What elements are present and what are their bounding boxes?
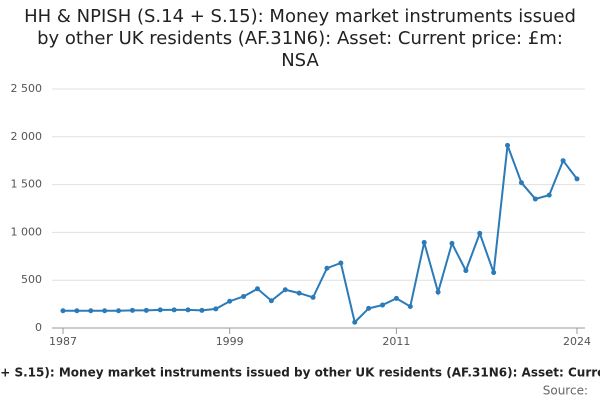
footer-title: HH & NPISH (S.14 + S.15): Money market i… bbox=[0, 366, 600, 380]
point bbox=[407, 303, 413, 309]
point bbox=[324, 265, 330, 271]
point bbox=[366, 305, 372, 311]
point bbox=[352, 319, 358, 325]
point bbox=[491, 270, 497, 276]
x-tick-label: 2024 bbox=[563, 335, 591, 348]
point bbox=[393, 295, 399, 301]
point bbox=[102, 308, 108, 314]
x-tick-label: 1999 bbox=[216, 335, 244, 348]
point bbox=[213, 306, 219, 312]
point bbox=[74, 308, 80, 314]
point bbox=[505, 142, 511, 148]
y-tick-label: 1 000 bbox=[11, 225, 43, 238]
y-tick-label: 1 500 bbox=[11, 178, 43, 191]
point bbox=[449, 240, 455, 246]
point bbox=[254, 286, 260, 292]
point bbox=[60, 308, 66, 314]
series-line bbox=[63, 145, 578, 325]
point bbox=[560, 158, 566, 164]
point bbox=[435, 289, 441, 295]
source-label: Source: bbox=[543, 384, 588, 398]
y-tick-label: 2 000 bbox=[11, 130, 43, 143]
point bbox=[171, 307, 177, 313]
point bbox=[282, 287, 288, 293]
point bbox=[157, 307, 163, 313]
point bbox=[88, 308, 94, 314]
point bbox=[574, 176, 580, 182]
point bbox=[477, 230, 483, 236]
x-tick-label: 1987 bbox=[49, 335, 77, 348]
point bbox=[199, 307, 205, 313]
point bbox=[116, 308, 122, 314]
point bbox=[241, 293, 247, 299]
point bbox=[532, 196, 538, 202]
x-tick-label: 2011 bbox=[382, 335, 410, 348]
point bbox=[129, 307, 135, 313]
point bbox=[310, 294, 316, 300]
point bbox=[380, 302, 386, 308]
point bbox=[143, 307, 149, 313]
point bbox=[518, 180, 524, 186]
point bbox=[546, 192, 552, 198]
point bbox=[463, 268, 469, 274]
point bbox=[296, 290, 302, 296]
point bbox=[185, 307, 191, 313]
point bbox=[421, 239, 427, 245]
y-tick-label: 500 bbox=[21, 273, 42, 286]
y-tick-label: 2 500 bbox=[11, 82, 43, 95]
point bbox=[338, 260, 344, 266]
y-tick-label: 0 bbox=[35, 321, 42, 334]
chart-title: HH & NPISH (S.14 + S.15): Money market i… bbox=[24, 6, 576, 71]
point bbox=[268, 298, 274, 304]
point bbox=[227, 298, 233, 304]
